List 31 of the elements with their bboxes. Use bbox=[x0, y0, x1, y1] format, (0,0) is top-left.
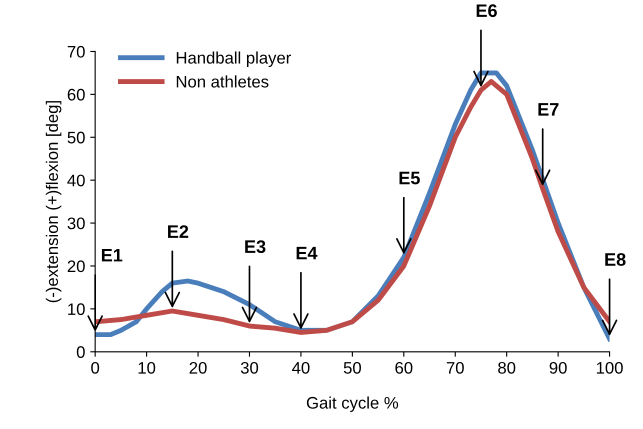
x-tick-label: 10 bbox=[138, 362, 156, 374]
y-tick-label: 60 bbox=[68, 88, 85, 101]
y-tick-label: 40 bbox=[67, 174, 85, 186]
x-tick-label: 50 bbox=[344, 362, 361, 374]
y-tick-label: 20 bbox=[68, 260, 85, 272]
annotation: E5 bbox=[400, 172, 420, 184]
y-tick-label: 30 bbox=[68, 217, 85, 230]
x-tick-label: 20 bbox=[190, 362, 207, 374]
annotation: E7 bbox=[538, 103, 558, 116]
x-tick-label: 30 bbox=[240, 362, 258, 374]
annotation: E1 bbox=[102, 249, 122, 262]
x-tick-label: 100 bbox=[596, 362, 623, 374]
x-tick-label: 40 bbox=[292, 362, 310, 374]
y-tick-label: 70 bbox=[68, 46, 85, 58]
y-tick-label: 0 bbox=[76, 346, 85, 358]
annotation: E2 bbox=[168, 225, 188, 238]
y-tick-label: 50 bbox=[68, 132, 85, 144]
legend-label: Non athletes bbox=[176, 75, 268, 88]
x-tick-label: 0 bbox=[91, 362, 100, 374]
x-tick-label: 90 bbox=[550, 362, 567, 374]
x-tick-label: 60 bbox=[395, 362, 412, 374]
annotation: E4 bbox=[296, 246, 318, 260]
annotation: E8 bbox=[605, 253, 626, 266]
x-tick-label: 70 bbox=[446, 362, 464, 374]
legend-label: Handball player bbox=[176, 51, 291, 67]
x-tick-label: 80 bbox=[498, 362, 516, 374]
y-axis-title: (-)extension (+)flexion [deg] bbox=[46, 101, 62, 302]
annotation: E6 bbox=[476, 4, 497, 18]
annotation: E3 bbox=[245, 240, 266, 254]
x-axis-title: Gait cycle % bbox=[306, 396, 398, 412]
y-tick-label: 10 bbox=[68, 303, 85, 316]
